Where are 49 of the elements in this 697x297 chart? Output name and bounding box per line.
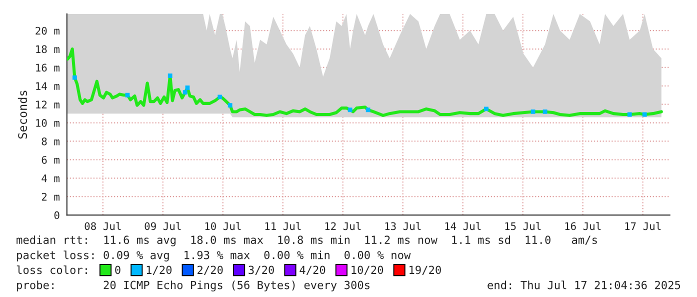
text: end: Thu Jul 17 21:04:36 2025 [488, 280, 680, 290]
x-tick-label: 13 Jul [385, 222, 421, 230]
line-series [66, 47, 663, 117]
point [642, 112, 647, 117]
x-tick-label: 11 Jul [265, 222, 301, 230]
x-tick-label: 09 Jul [144, 222, 181, 230]
text: median rtt: 11.6 ms avg 18.0 ms max 10.8 ms min 11.2 ms now 1.1 ms sd 11.0 am/s [16, 235, 597, 246]
point [530, 110, 536, 114]
point [228, 103, 232, 108]
point [542, 110, 548, 114]
y-axis-title: Seconds [18, 90, 28, 139]
x-tick-label: 12 Jul [325, 222, 361, 230]
y-tick-label: 2 m [42, 192, 60, 201]
text: probe: 20 ICMP Echo Pings (56 Bytes) every 300s [17, 280, 370, 292]
point [348, 108, 352, 112]
legend-label: 2/20 [198, 266, 223, 275]
x-tick-label: 15 Jul [505, 222, 541, 230]
y-tick-label: 12 m [36, 100, 60, 108]
point [484, 106, 488, 112]
point [182, 90, 188, 95]
x-tick-label: 17 Jul [625, 222, 661, 230]
y-tick-label: 10 m [36, 119, 60, 127]
y-tick-label: 16 m [36, 64, 60, 72]
x-tick-label: 16 Jul [565, 222, 601, 230]
legend-title: loss color: [16, 265, 87, 274]
y-tick-label: 6 m [42, 156, 60, 164]
legend-label: 1/20 [146, 266, 172, 275]
legend-label: 3/20 [248, 266, 274, 275]
point [218, 94, 222, 100]
y-tick-label: 20 m [36, 26, 60, 35]
x-tick-label: 08 Jul [84, 222, 121, 230]
legend-label: 19/20 [410, 266, 441, 275]
y-tick-label: 4 m [42, 174, 60, 182]
y-tick-label: 14 m [36, 82, 60, 90]
x-tick-label: 10 Jul [205, 222, 241, 230]
legend-label: 0 [115, 266, 120, 274]
point [168, 74, 172, 78]
legend-label: 4/20 [300, 266, 326, 275]
point [72, 75, 77, 80]
point [125, 92, 130, 98]
x-tick-label: 14 Jul [445, 222, 481, 230]
point [366, 108, 370, 112]
point [185, 86, 190, 90]
y-tick-label: 8 m [42, 137, 60, 146]
legend-label: 10/20 [352, 266, 384, 275]
point [627, 112, 632, 117]
text: packet loss: 0.09 % avg 1.93 % max 0.00 % min 0.00 % now [17, 250, 411, 262]
y-tick-label: 0 [54, 211, 60, 220]
y-tick-label: 18 m [36, 45, 60, 54]
